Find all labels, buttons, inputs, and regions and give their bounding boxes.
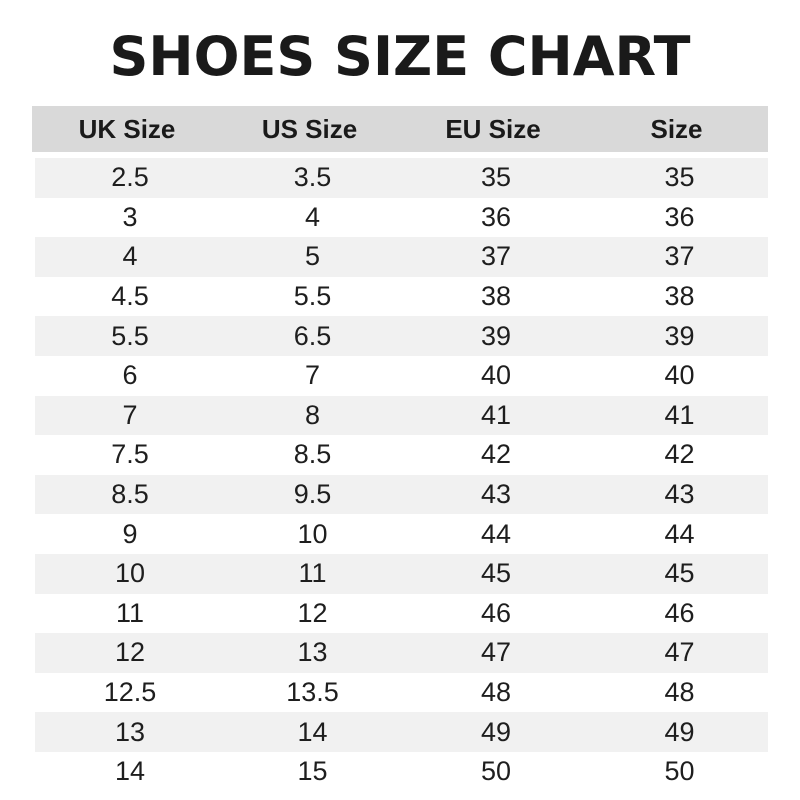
cell-uk: 4.5: [111, 281, 149, 312]
table-row: 11 12 46 46: [35, 594, 768, 634]
cell-size: 50: [664, 756, 695, 787]
page-title: SHOES SIZE CHART: [109, 25, 691, 88]
cell-size: 43: [664, 479, 695, 510]
cell-uk: 8.5: [111, 479, 149, 510]
cell-uk: 4: [122, 241, 138, 272]
table-row: 8.5 9.5 43 43: [35, 474, 768, 515]
cell-us: 5: [304, 241, 321, 272]
table-row: 5.5 6.5 39 39: [35, 316, 768, 356]
cell-uk: 11: [115, 597, 145, 628]
table-row: 14 15 50 50: [35, 752, 768, 792]
column-header-us: US Size: [261, 113, 358, 144]
cell-size: 49: [664, 716, 695, 747]
table-row: 12.5 13.5 48 48: [35, 673, 768, 713]
cell-us: 5.5: [293, 281, 332, 312]
cell-uk: 6: [122, 360, 138, 391]
cell-us: 13: [297, 637, 328, 668]
cell-us: 6.5: [293, 320, 332, 351]
cell-us: 14: [297, 716, 328, 747]
table-row: 10 11 45 45: [35, 553, 768, 594]
cell-uk: 14: [114, 756, 146, 787]
table-row: 7.5 8.5 42 42: [35, 435, 768, 475]
column-header-size: Size: [650, 113, 703, 144]
cell-us: 9.5: [293, 479, 332, 510]
table-row: 13 14 49 49: [35, 712, 768, 752]
cell-eu: 42: [480, 439, 512, 470]
cell-size: 37: [664, 241, 695, 272]
cell-eu: 38: [480, 281, 512, 312]
table-row: 6 7 40 40: [35, 356, 768, 396]
cell-eu: 40: [480, 360, 512, 391]
cell-size: 47: [664, 637, 695, 668]
cell-size: 36: [664, 201, 695, 232]
cell-size: 41: [664, 399, 695, 430]
table-body: 2.5 3.5 35 35 3 4 36 36 4 5 37 37 4.5 5.5 38 38 5.5 6.5 39…: [32, 158, 768, 792]
cell-eu: 49: [480, 716, 512, 747]
cell-us: 4: [304, 201, 321, 232]
table-row: 4.5 5.5 38 38: [35, 277, 768, 317]
cell-uk: 7: [122, 399, 138, 430]
cell-eu: 36: [480, 201, 512, 232]
cell-eu: 48: [480, 677, 512, 708]
cell-eu: 44: [480, 518, 512, 549]
cell-uk: 5.5: [111, 320, 149, 351]
table-header-row: UK Size US Size EU Size Size: [32, 106, 768, 152]
cell-eu: 45: [480, 558, 512, 589]
size-table: UK Size US Size EU Size Size 2.5 3.5 35 35 3…: [32, 106, 768, 792]
cell-eu: 37: [480, 241, 512, 272]
cell-size: 38: [664, 281, 695, 312]
table-row: 7 8 41 41: [35, 395, 768, 436]
cell-eu: 43: [480, 479, 512, 510]
cell-size: 46: [664, 597, 695, 628]
cell-us: 10: [297, 518, 328, 549]
cell-us: 8.5: [293, 439, 332, 470]
cell-eu: 39: [480, 320, 512, 351]
cell-uk: 10: [114, 558, 146, 589]
cell-size: 35: [664, 162, 695, 193]
table-row: 3 4 36 36: [35, 198, 768, 238]
table-row: 2.5 3.5 35 35: [35, 158, 768, 198]
cell-us: 15: [297, 756, 328, 787]
cell-us: 13.5: [286, 677, 339, 708]
cell-us: 11: [298, 558, 327, 589]
cell-size: 48: [664, 677, 695, 708]
table-row: 12 13 47 47: [35, 633, 768, 673]
cell-size: 40: [664, 360, 695, 391]
cell-eu: 35: [480, 162, 512, 193]
cell-uk: 12: [114, 637, 146, 668]
cell-us: 12: [297, 597, 328, 628]
cell-uk: 9: [122, 518, 138, 549]
cell-uk: 2.5: [111, 162, 149, 193]
cell-uk: 12.5: [103, 677, 157, 708]
cell-eu: 46: [480, 597, 512, 628]
cell-us: 7: [304, 360, 321, 391]
table-row: 4 5 37 37: [35, 237, 768, 277]
cell-size: 42: [664, 439, 695, 470]
column-header-eu: EU Size: [445, 113, 541, 144]
cell-size: 44: [664, 518, 695, 549]
table-row: 9 10 44 44: [35, 514, 768, 554]
cell-eu: 47: [480, 637, 512, 668]
cell-us: 8: [304, 399, 321, 430]
cell-eu: 41: [480, 399, 512, 430]
cell-size: 39: [664, 320, 695, 351]
cell-uk: 13: [114, 716, 146, 747]
column-header-uk: UK Size: [78, 113, 176, 144]
cell-uk: 3: [122, 201, 138, 232]
cell-uk: 7.5: [111, 439, 149, 470]
cell-eu: 50: [480, 756, 512, 787]
cell-size: 45: [664, 558, 695, 589]
cell-us: 3.5: [293, 162, 332, 193]
